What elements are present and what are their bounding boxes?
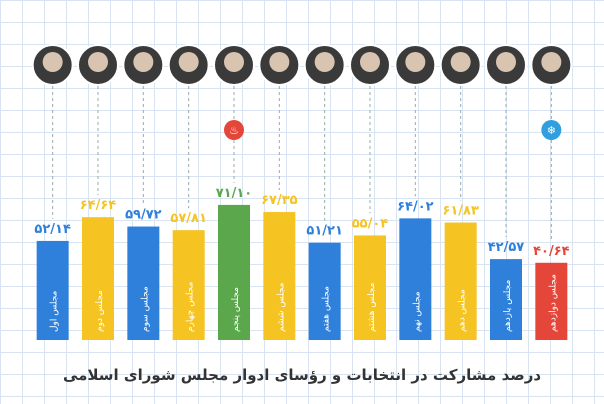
portrait-face <box>178 52 199 72</box>
category-label: مجلس اول <box>50 290 60 332</box>
bar <box>36 240 69 340</box>
portrait-face <box>314 52 335 72</box>
category-label: مجلس دوم <box>95 290 105 332</box>
category-label: مجلس هشتم <box>367 282 377 332</box>
value-label: ۵۱/۲۱ <box>306 224 343 239</box>
bar <box>308 242 341 340</box>
portrait-face <box>269 52 290 72</box>
value-label: ۶۷/۳۵ <box>261 193 298 208</box>
category-label: مجلس دوازدهم <box>548 274 558 332</box>
value-label: ۴۰/۶۴ <box>533 244 570 259</box>
snow-icon-glyph: ❄ <box>547 124 556 137</box>
bar <box>263 212 296 340</box>
bar <box>535 262 568 340</box>
bar <box>172 230 205 340</box>
value-label: ۵۲/۱۴ <box>34 222 71 237</box>
bar <box>354 235 386 340</box>
bar <box>82 217 114 340</box>
category-label: مجلس چهارم <box>186 282 196 332</box>
portrait-face <box>88 52 108 72</box>
fire-icon-glyph: ♨ <box>229 124 239 137</box>
portrait-face <box>42 52 63 72</box>
category-label: مجلس دهم <box>458 289 468 332</box>
portrait-face <box>224 52 244 72</box>
snow-icon <box>541 120 562 140</box>
value-label: ۵۹/۷۲ <box>125 208 162 223</box>
portrait-face <box>405 52 426 72</box>
bar <box>399 218 432 340</box>
portrait-face <box>541 52 562 72</box>
portrait-face <box>496 52 516 72</box>
value-label: ۶۱/۸۳ <box>442 204 479 219</box>
bar <box>490 259 522 340</box>
portrait-face <box>450 52 471 72</box>
value-label: ۵۵/۰۴ <box>352 216 389 231</box>
value-label: ۴۲/۵۷ <box>488 240 525 255</box>
category-label: مجلس یازدهم <box>503 280 513 332</box>
value-label: ۶۴/۰۲ <box>397 199 434 214</box>
bar <box>218 204 250 340</box>
category-label: مجلس نهم <box>412 291 422 332</box>
category-label: مجلس سوم <box>140 286 150 332</box>
category-label: مجلس هفتم <box>322 286 332 332</box>
value-label: ۷۱/۱۰ <box>216 186 253 201</box>
bar <box>444 222 477 340</box>
portrait-face <box>360 52 380 72</box>
value-label: ۶۴/۶۴ <box>80 198 117 213</box>
value-label: ۵۷/۸۱ <box>170 211 207 226</box>
category-label: مجلس پنجم <box>231 287 241 332</box>
bar <box>127 226 160 340</box>
portrait-face <box>133 52 154 72</box>
category-label: مجلس ششم <box>276 282 286 332</box>
fire-icon <box>224 120 244 140</box>
chart-title: درصد مشارکت در انتخابات و رؤسای ادوار مج… <box>63 366 541 384</box>
